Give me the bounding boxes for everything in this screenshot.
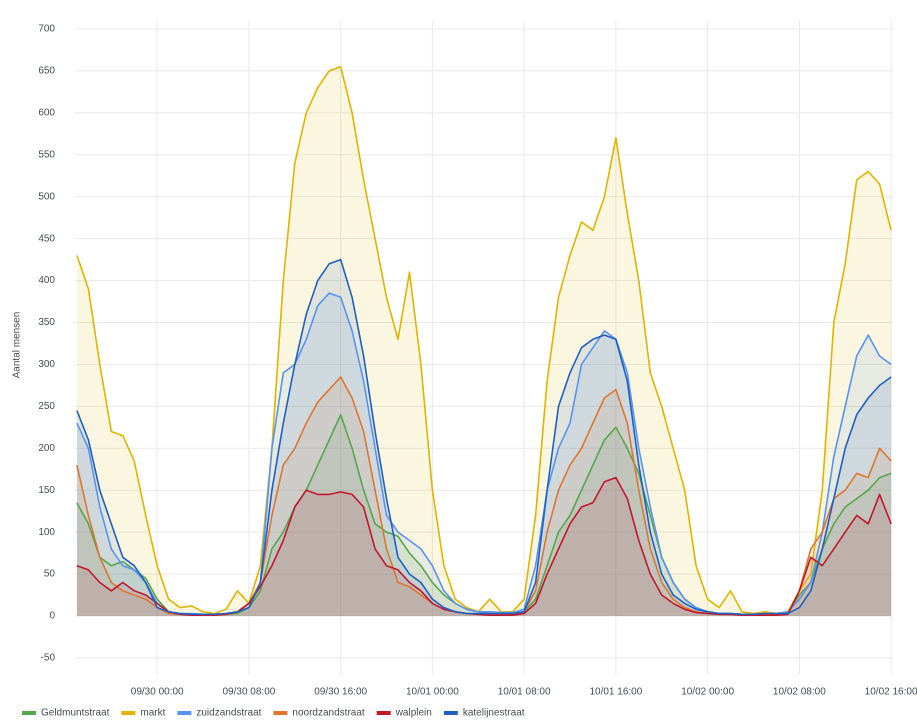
area (76, 477, 892, 616)
x-tick-label: 10/01 16:00 (589, 687, 642, 698)
legend-label: markt (140, 708, 165, 719)
y-tick-label: 200 (38, 443, 55, 454)
x-tick-label: 09/30 00:00 (131, 687, 184, 698)
x-tick-label: 10/02 08:00 (773, 687, 826, 698)
y-tick-label: 600 (38, 107, 55, 118)
line (76, 413, 892, 616)
legend-label: Geldmuntstraat (41, 708, 110, 719)
y-tick-label: -50 (41, 653, 56, 664)
y-tick-label: 0 (49, 611, 55, 622)
x-tick-label: 10/02 00:00 (681, 687, 734, 698)
y-tick-label: 450 (38, 233, 55, 244)
area (76, 66, 892, 616)
legend-label: katelijnestraat (463, 708, 525, 719)
y-tick-label: 650 (38, 66, 55, 77)
legend-label: noordzandstraat (292, 708, 364, 719)
x-tick-label: 09/30 08:00 (223, 687, 276, 698)
y-tick-label: 150 (38, 485, 55, 496)
line (76, 65, 892, 615)
line (76, 476, 892, 616)
legend-label: walplein (395, 708, 432, 719)
y-tick-label: 550 (38, 149, 55, 160)
area (76, 293, 892, 616)
legend-label: zuidzandstraat (196, 708, 261, 719)
line (76, 292, 892, 616)
x-tick-label: 10/02 16:00 (865, 687, 917, 698)
line (76, 258, 892, 616)
area (76, 377, 892, 616)
y-tick-label: 250 (38, 401, 55, 412)
y-tick-label: 700 (38, 24, 55, 35)
line (76, 376, 892, 616)
y-tick-label: 350 (38, 317, 55, 328)
area (76, 414, 892, 616)
y-tick-label: 300 (38, 359, 55, 370)
y-tick-label: 100 (38, 527, 55, 538)
area (76, 259, 892, 616)
x-tick-label: 10/01 08:00 (498, 687, 551, 698)
y-tick-label: 400 (38, 275, 55, 286)
y-axis-label: Aantal mensen (12, 312, 23, 379)
x-tick-label: 10/01 00:00 (406, 687, 459, 698)
y-tick-label: 50 (44, 569, 56, 580)
y-tick-label: 500 (38, 191, 55, 202)
x-tick-label: 09/30 16:00 (314, 687, 367, 698)
